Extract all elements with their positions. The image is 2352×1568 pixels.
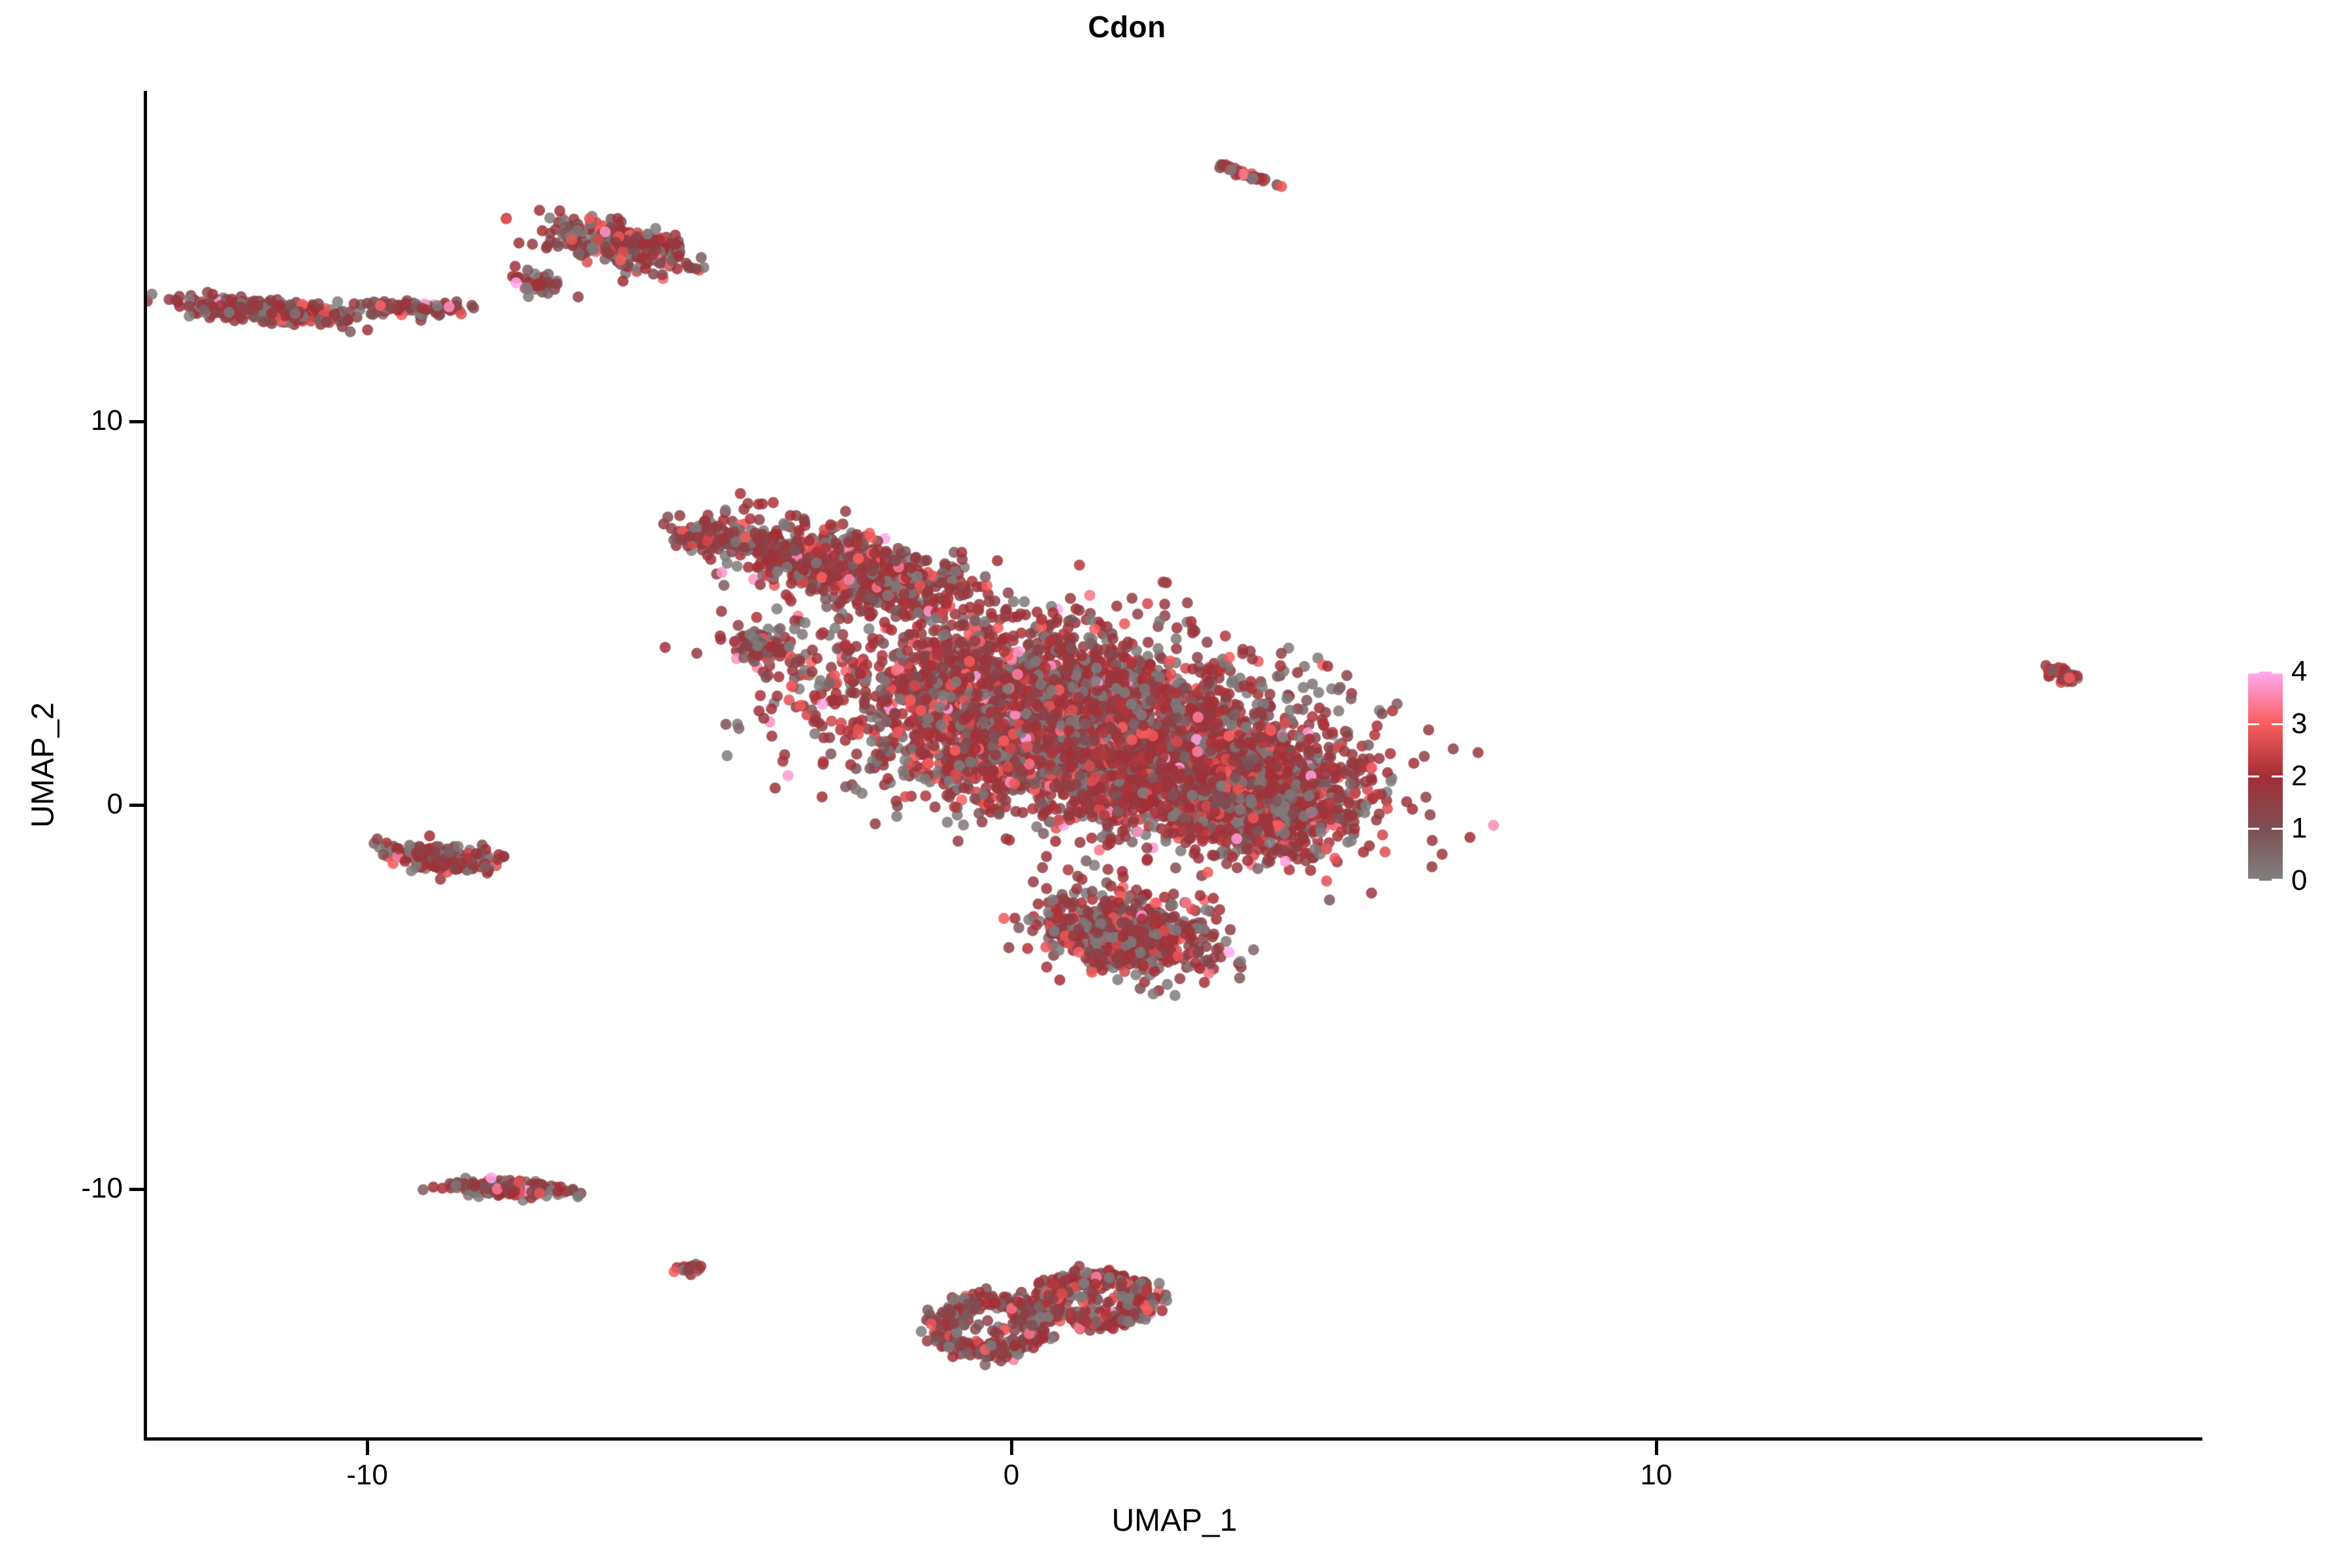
x-tick-mark xyxy=(1010,1441,1013,1455)
y-tick-mark xyxy=(129,804,144,807)
color-legend-tick xyxy=(2248,672,2259,674)
scatter-points-layer xyxy=(146,91,2202,1439)
x-tick-mark xyxy=(366,1441,369,1455)
color-legend-tick xyxy=(2272,828,2283,830)
color-legend-tick xyxy=(2272,776,2283,777)
color-legend-tick xyxy=(2272,879,2283,881)
color-legend-label: 4 xyxy=(2291,655,2308,687)
color-legend-tick xyxy=(2248,879,2259,881)
x-tick-mark xyxy=(1655,1441,1658,1455)
x-axis-line xyxy=(144,1437,2202,1441)
page-title: Cdon xyxy=(1088,10,1166,44)
x-tick-label: -10 xyxy=(346,1459,388,1491)
y-axis-line xyxy=(144,91,147,1441)
y-tick-label: 0 xyxy=(106,788,123,820)
color-legend-tick xyxy=(2272,672,2283,674)
color-legend-tick xyxy=(2248,828,2259,830)
y-tick-mark xyxy=(129,1188,144,1191)
color-legend-tick xyxy=(2272,723,2283,725)
x-axis-title: UMAP_1 xyxy=(1111,1503,1237,1538)
color-legend-label: 3 xyxy=(2291,708,2308,740)
color-legend-label: 0 xyxy=(2291,864,2308,896)
color-legend-tick xyxy=(2248,723,2259,725)
y-axis-title-text: UMAP_2 xyxy=(25,702,61,828)
x-tick-label: 10 xyxy=(1640,1459,1673,1491)
y-axis-title: UMAP_2 xyxy=(24,91,63,1439)
y-tick-label: 10 xyxy=(91,404,123,436)
color-legend-tick xyxy=(2248,776,2259,777)
y-tick-label: -10 xyxy=(81,1172,123,1204)
y-tick-mark xyxy=(129,420,144,423)
color-legend-label: 1 xyxy=(2291,812,2308,844)
color-legend: 4 3 2 1 0 xyxy=(2248,657,2346,895)
x-tick-label: 0 xyxy=(1003,1459,1020,1491)
color-legend-label: 2 xyxy=(2291,760,2308,792)
plot-panel xyxy=(146,91,2202,1439)
